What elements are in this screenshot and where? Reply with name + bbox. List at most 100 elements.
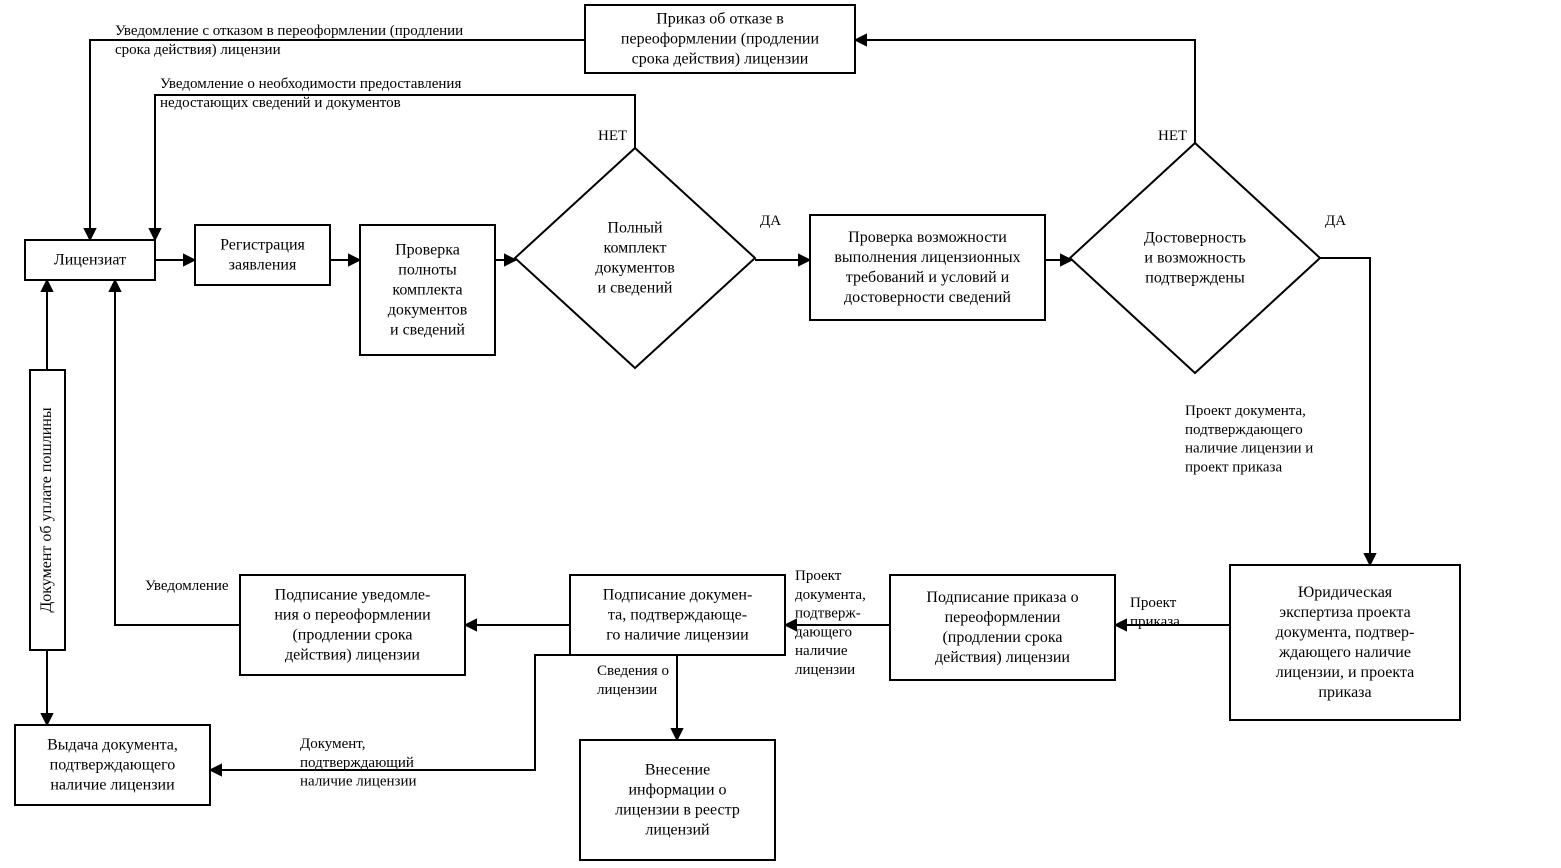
label-10: Уведомление xyxy=(145,578,229,594)
svg-text:подтверждены: подтверждены xyxy=(1145,269,1245,286)
svg-text:лицензии: лицензии xyxy=(795,662,855,678)
svg-text:требований и условий и: требований и условий и xyxy=(846,269,1010,286)
svg-text:и сведений: и сведений xyxy=(598,279,673,296)
svg-text:ния о переоформлении: ния о переоформлении xyxy=(274,606,431,623)
node-check_possibility: Проверка возможности выполнения лицензион… xyxy=(810,215,1045,320)
svg-text:наличие: наличие xyxy=(795,643,848,659)
svg-text:действия) лицензии: действия) лицензии xyxy=(935,649,1070,666)
svg-text:приказа: приказа xyxy=(1318,684,1371,701)
svg-text:(продлении срока: (продлении срока xyxy=(942,629,1062,646)
svg-text:проект приказа: проект приказа xyxy=(1185,459,1282,475)
svg-text:Уведомление о необходимости пр: Уведомление о необходимости предоставлен… xyxy=(160,76,461,92)
edge-6 xyxy=(90,40,585,240)
svg-text:подтверж-: подтверж- xyxy=(795,606,861,622)
node-fee_doc: Документ об уплате пошлины xyxy=(30,370,65,650)
svg-text:полноты: полноты xyxy=(398,261,457,278)
svg-text:Достоверность: Достоверность xyxy=(1144,229,1246,246)
svg-text:и возможность: и возможность xyxy=(1144,249,1245,266)
svg-text:приказа: приказа xyxy=(1130,614,1180,630)
svg-text:(продлении срока: (продлении срока xyxy=(292,626,412,643)
svg-text:лицензии в реестр: лицензии в реестр xyxy=(615,801,740,818)
svg-text:Лицензиат: Лицензиат xyxy=(54,251,126,268)
svg-text:подтверждающего: подтверждающего xyxy=(1185,422,1303,438)
node-sign_order: Подписание приказа о переоформлении (продл… xyxy=(890,575,1115,680)
svg-text:Уведомление с отказом в переоф: Уведомление с отказом в переоформлении (… xyxy=(115,23,463,39)
svg-text:срока действия) лицензии: срока действия) лицензии xyxy=(632,50,809,67)
label-9: Сведения о лицензии xyxy=(597,663,669,698)
svg-text:наличие лицензии и: наличие лицензии и xyxy=(1185,441,1313,457)
svg-text:Проект: Проект xyxy=(795,568,842,584)
svg-text:подтверждающий: подтверждающий xyxy=(300,755,414,771)
svg-text:Документ,: Документ, xyxy=(300,736,365,752)
svg-text:Полный: Полный xyxy=(607,219,663,236)
svg-text:выполнения лицензионных: выполнения лицензионных xyxy=(834,249,1020,266)
edge-8 xyxy=(1320,258,1370,565)
svg-text:лицензии, и проекта: лицензии, и проекта xyxy=(1276,664,1415,681)
svg-text:та, подтверждающе-: та, подтверждающе- xyxy=(608,606,747,623)
label-2: НЕТ xyxy=(598,128,627,144)
label-1: Уведомление о необходимости предоставлен… xyxy=(160,76,461,111)
node-issue_doc: Выдача документа, подтверждающего наличие … xyxy=(15,725,210,805)
svg-text:дающего: дающего xyxy=(795,624,852,640)
svg-text:Документ об уплате пошлины: Документ об уплате пошлины xyxy=(38,407,55,612)
label-8: Проект документа, подтверж-дающего наличие л… xyxy=(795,568,866,678)
svg-text:Проверка: Проверка xyxy=(395,241,460,258)
svg-text:Регистрация: Регистрация xyxy=(220,236,305,253)
svg-text:лицензий: лицензий xyxy=(645,821,710,838)
svg-text:Проект: Проект xyxy=(1130,595,1177,611)
svg-text:Подписание докумен-: Подписание докумен- xyxy=(603,586,753,603)
svg-text:информации о: информации о xyxy=(628,781,726,798)
svg-text:Внесение: Внесение xyxy=(645,761,710,778)
edge-12 xyxy=(115,280,240,625)
svg-text:подтверждающего: подтверждающего xyxy=(50,756,176,773)
svg-text:документов: документов xyxy=(388,301,468,318)
svg-text:НЕТ: НЕТ xyxy=(1158,128,1187,144)
svg-text:НЕТ: НЕТ xyxy=(598,128,627,144)
svg-text:переоформлении: переоформлении xyxy=(945,609,1061,626)
svg-text:Подписание приказа о: Подписание приказа о xyxy=(926,589,1078,606)
svg-text:Юридическая: Юридическая xyxy=(1298,584,1393,601)
svg-text:ждающего наличие: ждающего наличие xyxy=(1278,644,1411,661)
svg-text:Проверка возможности: Проверка возможности xyxy=(848,229,1007,246)
svg-text:наличие лицензии: наличие лицензии xyxy=(50,776,175,793)
node-refusal_order: Приказ об отказе в переоформлении (продле… xyxy=(585,5,855,73)
svg-text:наличие лицензии: наличие лицензии xyxy=(300,774,417,790)
svg-text:недостающих сведений и докумен: недостающих сведений и документов xyxy=(160,95,401,111)
flowchart-diagram: Приказ об отказе в переоформлении (продле… xyxy=(0,0,1561,868)
svg-text:документа,: документа, xyxy=(795,587,866,603)
svg-text:Уведомление: Уведомление xyxy=(145,578,229,594)
svg-text:срока действия) лицензии: срока действия) лицензии xyxy=(115,42,281,58)
node-enter_registry: Внесение информации о лицензии в реестр лиц… xyxy=(580,740,775,860)
node-sign_doc: Подписание докумен-та, подтверждающе-го … xyxy=(570,575,785,655)
svg-text:достоверности сведений: достоверности сведений xyxy=(844,289,1011,306)
svg-text:ДА: ДА xyxy=(760,213,781,229)
node-register_app: Регистрация заявления xyxy=(195,225,330,285)
svg-text:Подписание уведомле-: Подписание уведомле- xyxy=(275,586,431,603)
node-check_completeness: Проверка полноты комплекта документов и свед… xyxy=(360,225,495,355)
svg-text:документа, подтвер-: документа, подтвер- xyxy=(1276,624,1415,641)
node-licensee: Лицензиат xyxy=(25,240,155,280)
svg-text:переоформлении (продлении: переоформлении (продлении xyxy=(621,30,820,47)
svg-text:Приказ об отказе в: Приказ об отказе в xyxy=(656,10,784,27)
node-reliability: Достоверность и возможность подтверждены xyxy=(1070,143,1320,373)
svg-text:заявления: заявления xyxy=(229,256,297,273)
node-full_set: Полныйкомплектдокументови сведений xyxy=(515,148,755,368)
svg-text:го наличие лицензии: го наличие лицензии xyxy=(606,626,749,643)
svg-text:экспертиза проекта: экспертиза проекта xyxy=(1279,604,1410,621)
label-6: Проект документа, подтверждающего наличие … xyxy=(1185,403,1313,475)
svg-text:Сведения о: Сведения о xyxy=(597,663,669,679)
svg-text:действия) лицензии: действия) лицензии xyxy=(285,646,420,663)
svg-text:комплекта: комплекта xyxy=(392,281,462,298)
node-sign_notice: Подписание уведомле-ния о переоформлении… xyxy=(240,575,465,675)
svg-text:и сведений: и сведений xyxy=(390,321,465,338)
svg-text:лицензии: лицензии xyxy=(597,682,657,698)
label-11: Документ, подтверждающий наличие лицензии xyxy=(300,736,417,790)
svg-text:Проект документа,: Проект документа, xyxy=(1185,403,1306,419)
label-5: ДА xyxy=(1325,213,1346,229)
svg-text:Выдача документа,: Выдача документа, xyxy=(47,736,178,753)
svg-text:ДА: ДА xyxy=(1325,213,1346,229)
label-4: ДА xyxy=(760,213,781,229)
label-7: Проект приказа xyxy=(1130,595,1180,630)
label-3: НЕТ xyxy=(1158,128,1187,144)
svg-text:комплект: комплект xyxy=(604,239,667,256)
